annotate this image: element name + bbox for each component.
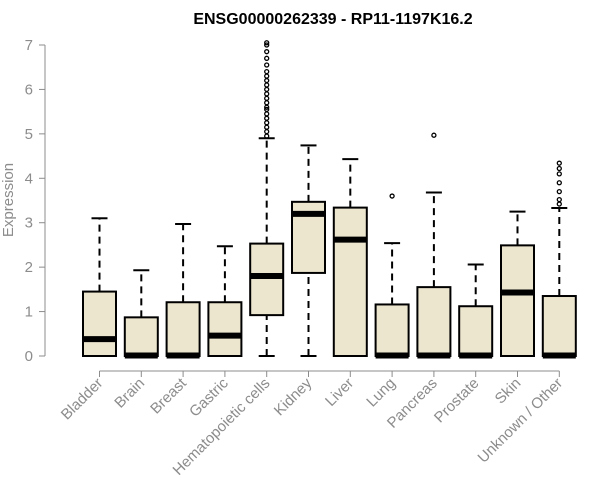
outlier-point [264,73,270,79]
outlier-point [556,171,562,177]
x-tick-label: Brain [111,375,148,412]
box-unknown-other [541,160,577,359]
outlier-point [556,196,562,203]
box-prostate [458,263,494,359]
outlier-point [264,133,270,139]
box-iqr [82,290,117,358]
outlier-point [556,165,562,172]
outlier-point [389,193,395,199]
box-pancreas [416,132,452,359]
outlier-point [431,132,437,138]
box-bladder [82,217,117,358]
y-tick-label: 1 [25,304,33,321]
box-lung [374,193,410,359]
outlier-point [264,42,270,48]
outlier-point [264,77,270,84]
outlier-point [264,124,270,130]
box-iqr [500,244,535,358]
y-tick-label: 2 [25,259,33,276]
x-tick-label: Kidney [271,374,316,419]
box-kidney [291,144,326,357]
box-iqr [374,303,410,358]
y-tick-label: 6 [25,81,33,98]
box-brain [123,269,159,359]
x-tick-label: Prostate [431,375,483,427]
x-tick-label: Skin [492,375,525,408]
x-tick-label: Lung [363,375,399,411]
outlier-point [264,128,270,135]
y-tick-label: 0 [25,348,33,365]
box-iqr [541,295,577,357]
outlier-point [264,69,270,75]
outlier-point [264,55,270,61]
y-tick-label: 5 [25,126,33,143]
box-iqr [249,242,285,317]
y-axis-label: Expression [0,163,17,237]
chart-title: ENSG00000262339 - RP11-1197K16.2 [193,11,472,28]
y-tick-label: 7 [25,37,33,54]
box-liver [332,158,368,357]
x-tick-label: Bladder [58,375,107,424]
outlier-point [264,86,270,93]
outlier-point [264,111,270,117]
outlier-point [264,120,270,126]
outlier-point [264,40,270,46]
x-tick-label: Liver [322,375,357,410]
axes: 0 1 2 3 4 5 6 7 [25,37,560,377]
x-tick-label: Breast [147,374,190,417]
outlier-point [264,49,270,55]
box-iqr [165,301,201,357]
box-iqr [207,301,243,357]
outlier-point [264,106,270,113]
y-tick-label: 4 [25,170,33,187]
outlier-point [264,100,270,106]
boxes [82,40,577,359]
outlier-point [264,62,270,68]
outlier-point [556,201,562,207]
box-skin [500,210,535,358]
outlier-point [556,188,562,195]
box-iqr [458,305,494,357]
box-iqr [416,286,452,357]
box-gastric [207,245,243,357]
box-iqr [332,206,368,357]
outlier-point [264,115,270,121]
outlier-point [264,91,270,97]
box-iqr [123,316,159,357]
outlier-point [264,82,270,88]
outlier-point [556,160,562,166]
outlier-point [264,95,270,101]
box-breast [165,223,201,359]
y-tick-label: 3 [25,215,33,232]
box-hematopoietic-cells [249,40,285,357]
outlier-point [556,180,562,186]
